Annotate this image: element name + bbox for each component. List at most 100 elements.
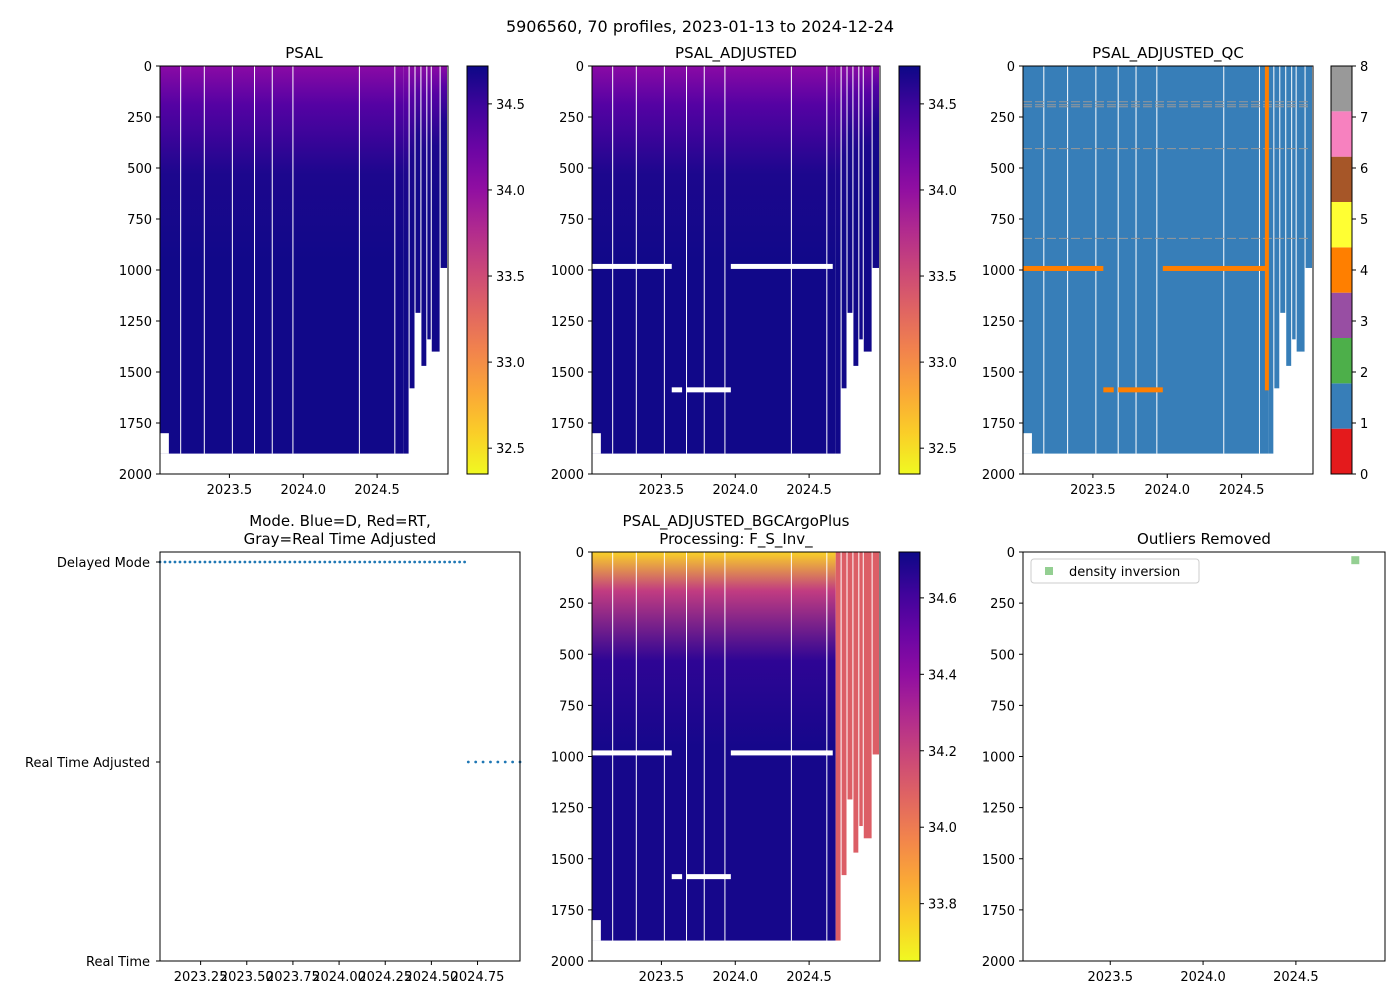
mode-point [318, 560, 322, 564]
psal-adjusted-qc-colorbar-swatch [1331, 428, 1352, 474]
mode-point [223, 560, 227, 564]
mode-xtick-label: 2023.50 [220, 970, 274, 985]
psal-adjusted-tail-profile [863, 66, 872, 352]
mode-point [393, 560, 397, 564]
psal-tail-profile [427, 66, 431, 340]
psal-adjusted-qc-colorbar-swatch [1331, 292, 1352, 338]
psal-xtick-label: 2023.5 [207, 483, 253, 498]
psal-adjusted-qc-colorbar-swatch [1331, 338, 1352, 384]
psal-adjusted-qc-ytick-label: 1250 [982, 315, 1015, 330]
psal-colorbar-frame [466, 65, 489, 475]
psal-adjusted-colorbar: 32.5 33.0 33.5 34.0 34.5 [898, 65, 957, 475]
mode-xtick-label: 2023.75 [266, 970, 320, 985]
psal-adjusted-panel: 0 250 500 750 1000 1250 1500 1750 2000 2023.5 2024… [551, 44, 957, 498]
mode-point [323, 560, 327, 564]
outliers-xtick-label: 2023.5 [1088, 970, 1134, 985]
psal-bgc-tail-profile [835, 552, 841, 941]
mode-point [466, 760, 470, 764]
mode-point [423, 560, 427, 564]
mode-point [413, 560, 417, 564]
psal-adjusted-qc-xtick-label: 2024.5 [1219, 483, 1265, 498]
mode-point [363, 560, 367, 564]
psal-adjusted-qc-xtick-label: 2023.5 [1070, 483, 1116, 498]
psal-adjusted-colorbar-label: 34.0 [928, 184, 957, 199]
psal-bgc-tail-profile [859, 552, 863, 827]
mode-point [511, 760, 515, 764]
psal-adjusted-qc-colorbar-label: 2 [1360, 366, 1368, 381]
mode-point [388, 560, 392, 564]
mode-point [233, 560, 237, 564]
outliers-ytick-label: 1250 [982, 802, 1015, 817]
mode-point [188, 560, 192, 564]
psal-adjusted-ytick-label: 1500 [551, 366, 584, 381]
outliers-ytick-label: 500 [990, 648, 1015, 663]
psal-adjusted-qc-colorbar-label: 7 [1360, 111, 1368, 126]
psal-bgc-xtick-label: 2024.0 [713, 970, 759, 985]
psal-adjusted-nan-band [730, 263, 833, 269]
psal-ytick-label: 1500 [119, 366, 152, 381]
psal-adjusted-data-body [592, 66, 836, 454]
mode-title: Mode. Blue=D, Red=RT, [249, 512, 431, 530]
mode-point [203, 560, 207, 564]
mode-point [458, 560, 462, 564]
psal-adjusted-qc-nan-region [1023, 433, 1032, 454]
mode-point [268, 560, 272, 564]
mode-point [348, 560, 352, 564]
psal-colorbar-bar [467, 66, 488, 474]
psal-colorbar-label: 33.5 [496, 270, 525, 285]
psal-bgc-ytick-label: 2000 [551, 955, 584, 970]
psal-colorbar-label: 33.0 [496, 356, 525, 371]
mode-point [183, 560, 187, 564]
psal-adjusted-title: PSAL_ADJUSTED [675, 44, 797, 63]
psal-adjusted-qc-tail-profile [1274, 66, 1280, 389]
psal-bgc-ytick-label: 1750 [551, 904, 584, 919]
mode-point [218, 560, 222, 564]
psal-adjusted-qc-flag4-segment [1023, 265, 1104, 271]
psal-adjusted-ytick-label: 1250 [551, 315, 584, 330]
psal-adjusted-qc-colorbar-label: 1 [1360, 417, 1368, 432]
mode-point [408, 560, 412, 564]
mode-point [433, 560, 437, 564]
mode-xtick-label: 2024.25 [358, 970, 412, 985]
psal-adjusted-qc-ytick-label: 500 [990, 162, 1015, 177]
psal-adjusted-ytick-label: 1000 [551, 264, 584, 279]
psal-bgc-tail-profile [863, 552, 872, 839]
psal-bgc-colorbar-label: 33.8 [928, 898, 957, 913]
psal-adjusted-qc-colorbar-label: 8 [1360, 60, 1368, 75]
psal-adjusted-qc-ytick-label: 0 [1007, 60, 1015, 75]
mode-point [213, 560, 217, 564]
mode-point [333, 560, 337, 564]
psal-bgc-title: PSAL_ADJUSTED_BGCArgoPlus [623, 512, 850, 531]
mode-xtick-label: 2024.50 [405, 970, 459, 985]
psal-ytick-label: 1250 [119, 315, 152, 330]
mode-point [343, 560, 347, 564]
mode-point [193, 560, 197, 564]
outlier-point [1351, 556, 1360, 565]
psal-bgc-colorbar-label: 34.4 [928, 668, 957, 683]
mode-point [453, 560, 457, 564]
psal-adjusted-colorbar-label: 34.5 [928, 98, 957, 113]
legend-marker [1045, 567, 1053, 575]
psal-bgc-colorbar-label: 34.2 [928, 745, 957, 760]
psal-adjusted-nan-band [686, 387, 731, 393]
mode-ytick-label: Real Time Adjusted [25, 756, 150, 771]
psal-tail-profile [403, 66, 409, 454]
psal-adjusted-xtick-label: 2024.0 [713, 483, 759, 498]
psal-adjusted-xtick-label: 2024.5 [786, 483, 832, 498]
psal-xtick-label: 2024.5 [354, 483, 400, 498]
outliers-ytick-label: 1500 [982, 853, 1015, 868]
mode-point [373, 560, 377, 564]
mode-point [298, 560, 302, 564]
outliers-ytick-label: 250 [990, 597, 1015, 612]
mode-point [398, 560, 402, 564]
psal-adjusted-ytick-label: 2000 [551, 468, 584, 483]
mode-point [228, 560, 232, 564]
psal-adjusted-xtick-label: 2023.5 [639, 483, 685, 498]
outliers-ytick-label: 2000 [982, 955, 1015, 970]
psal-adjusted-qc-flag4-segment [1118, 387, 1163, 393]
legend-frame [1030, 558, 1200, 584]
psal-bgc-data-body [592, 552, 836, 941]
mode-point [338, 560, 342, 564]
psal-adjusted-qc-colorbar-label: 5 [1360, 213, 1368, 228]
